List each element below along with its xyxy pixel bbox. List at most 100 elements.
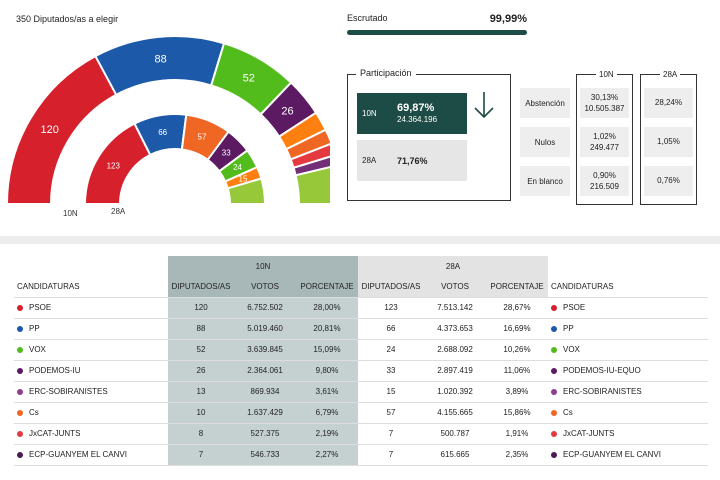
- stat-abstencion-10n: 30,13% 10.505.387: [580, 88, 629, 118]
- party-name-28a-cell: VOX: [548, 339, 708, 361]
- stat-votes: 216.509: [590, 182, 619, 191]
- results-table: 10N 28A CANDIDATURAS DIPUTADOS/AS VOTOS …: [14, 256, 708, 466]
- percent-28a: 1,91%: [486, 423, 548, 445]
- seats-28a: 33: [358, 360, 424, 382]
- party-name: PP: [29, 324, 40, 333]
- table-row[interactable]: ECP-GUANYEM EL CANVI 7 546.733 2,27% 7 615.66…: [14, 444, 708, 466]
- participation-28a[interactable]: 28A 71,76%: [357, 140, 467, 181]
- scrutiny-label: Escrutado: [347, 13, 388, 23]
- stats-header-28a: 28A: [660, 70, 681, 79]
- seats-10n: 52: [168, 339, 234, 361]
- col-candidaturas: CANDIDATURAS: [14, 276, 168, 298]
- party-name-cell: PSOE: [14, 297, 168, 319]
- party-name: PODEMOS-IU: [29, 366, 81, 375]
- party-name: ERC-SOBIRANISTES: [29, 387, 108, 396]
- party-name-28a-cell: ERC-SOBIRANISTES: [548, 381, 708, 403]
- party-name-28a: PP: [563, 324, 574, 333]
- stat-votes: 10.505.387: [584, 104, 625, 113]
- percent-28a: 3,89%: [486, 381, 548, 403]
- party-name-cell: PODEMOS-IU: [14, 360, 168, 382]
- party-name: PSOE: [29, 303, 52, 312]
- group-header-10n: 10N: [168, 256, 358, 276]
- seats-28a: 24: [358, 339, 424, 361]
- votes-10n: 546.733: [234, 444, 296, 466]
- party-name-28a: Cs: [563, 408, 573, 417]
- party-color-dot: [551, 409, 557, 416]
- stat-label-nulos: Nulos: [520, 127, 570, 157]
- results-summary-panel: 350 Diputados/as a elegir 120 88 52 26 123 66…: [0, 0, 720, 236]
- scrutiny-progress-bar: [347, 30, 527, 35]
- seats-10n: 10: [168, 402, 234, 424]
- stat-value: 1,02%: [593, 131, 616, 141]
- party-name-cell: Cs: [14, 402, 168, 424]
- votes-28a: 7.513.142: [424, 297, 486, 319]
- party-color-dot: [17, 325, 23, 332]
- seat-segment-10n[interactable]: [294, 165, 330, 205]
- col-votos-28a: VOTOS: [424, 276, 486, 298]
- percent-10n: 20,81%: [296, 318, 358, 340]
- table-row[interactable]: Cs 10 1.637.429 6,79% 57 4.155.665 15,86% Cs: [14, 402, 708, 424]
- party-color-dot: [17, 409, 23, 416]
- percent-10n: 6,79%: [296, 402, 358, 424]
- percent-28a: 11,06%: [486, 360, 548, 382]
- votes-10n: 6.752.502: [234, 297, 296, 319]
- votes-28a: 4.155.665: [424, 402, 486, 424]
- table-row[interactable]: VOX 52 3.639.845 15,09% 24 2.688.092 10,26% VOX: [14, 339, 708, 361]
- stat-nulos-28a: 1,05%: [644, 127, 693, 157]
- seats-title: 350 Diputados/as a elegir: [16, 14, 119, 24]
- participation-10n[interactable]: 10N 69,87% 24.364.196: [357, 93, 467, 134]
- seat-count-label-28a: 123: [107, 162, 121, 171]
- party-name-cell: PP: [14, 318, 168, 340]
- stat-label-abstencion: Abstención: [520, 88, 570, 118]
- stats-header-10n: 10N: [596, 70, 617, 79]
- participation-title: Participación: [356, 68, 416, 78]
- votes-28a: 615.665: [424, 444, 486, 466]
- votes-28a: 500.787: [424, 423, 486, 445]
- votes-10n: 5.019.460: [234, 318, 296, 340]
- percent-28a: 2,35%: [486, 444, 548, 466]
- stat-value: 0,90%: [593, 170, 616, 180]
- table-row[interactable]: ERC-SOBIRANISTES 13 869.934 3,61% 15 1.020.39…: [14, 381, 708, 403]
- seat-segment-10n[interactable]: [94, 35, 226, 97]
- seat-count-label-10n: 26: [281, 106, 293, 118]
- party-color-dot: [17, 304, 23, 311]
- party-name-28a-cell: PSOE: [548, 297, 708, 319]
- party-color-dot: [551, 367, 557, 374]
- party-name-cell: ECP-GUANYEM EL CANVI: [14, 444, 168, 466]
- table-row[interactable]: PODEMOS-IU 26 2.364.061 9,80% 33 2.897.419 11,…: [14, 360, 708, 382]
- party-name-cell: ERC-SOBIRANISTES: [14, 381, 168, 403]
- seats-28a: 66: [358, 318, 424, 340]
- table-row[interactable]: PP 88 5.019.460 20,81% 66 4.373.653 16,69% PP: [14, 318, 708, 340]
- col-candidaturas-28a: CANDIDATURAS: [548, 276, 708, 298]
- seats-10n: 7: [168, 444, 234, 466]
- party-name-28a: ERC-SOBIRANISTES: [563, 387, 642, 396]
- seat-count-label-28a: 24: [233, 163, 242, 172]
- party-name: JxCAT-JUNTS: [29, 429, 81, 438]
- stat-value: 30,13%: [590, 92, 619, 102]
- party-name-cell: JxCAT-JUNTS: [14, 423, 168, 445]
- votes-10n: 1.637.429: [234, 402, 296, 424]
- percent-10n: 15,09%: [296, 339, 358, 361]
- table-row[interactable]: PSOE 120 6.752.502 28,00% 123 7.513.142 28,67%…: [14, 297, 708, 319]
- seats-28a: 7: [358, 444, 424, 466]
- seats-28a: 15: [358, 381, 424, 403]
- party-color-dot: [551, 430, 557, 437]
- stat-votes: 249.477: [590, 143, 619, 152]
- party-color-dot: [551, 388, 557, 395]
- party-name-28a: ECP-GUANYEM EL CANVI: [563, 450, 661, 459]
- party-name-28a-cell: ECP-GUANYEM EL CANVI: [548, 444, 708, 466]
- party-name-28a: PSOE: [563, 303, 586, 312]
- table-row[interactable]: JxCAT-JUNTS 8 527.375 2,19% 7 500.787 1,91% JxC…: [14, 423, 708, 445]
- party-name-28a-cell: JxCAT-JUNTS: [548, 423, 708, 445]
- party-color-dot: [551, 346, 557, 353]
- participation-10n-label: 10N: [362, 109, 377, 118]
- participation-box: [347, 74, 511, 201]
- seat-segment-28a[interactable]: [226, 177, 267, 205]
- col-porcentaje-28a: PORCENTAJE: [486, 276, 548, 298]
- percent-10n: 9,80%: [296, 360, 358, 382]
- section-divider: [0, 236, 720, 244]
- seat-count-label-10n: 52: [243, 73, 255, 85]
- participation-28a-percent: 71,76%: [397, 156, 428, 166]
- seats-10n: 88: [168, 318, 234, 340]
